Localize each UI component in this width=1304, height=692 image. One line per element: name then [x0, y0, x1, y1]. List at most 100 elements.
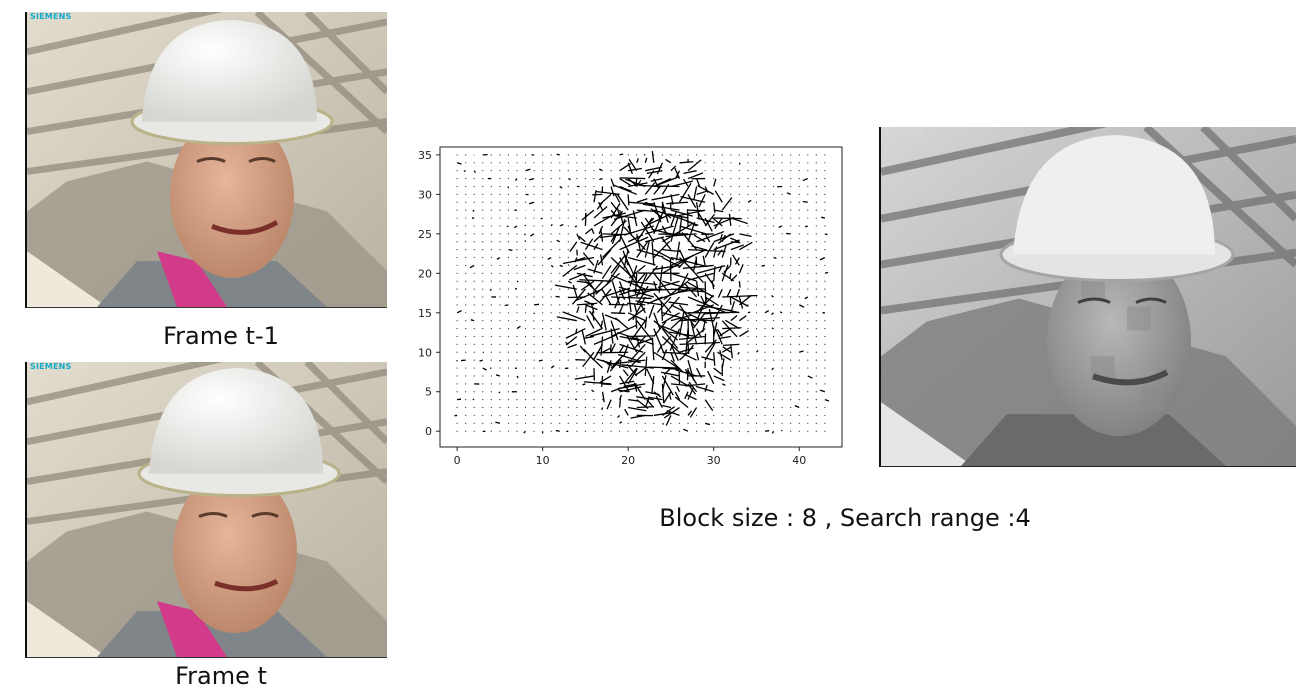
vector-dot [593, 154, 594, 155]
vector-dot [491, 415, 492, 416]
vector-dot [730, 202, 731, 203]
y-tick-label: 15 [418, 307, 432, 320]
vector-dot [824, 423, 825, 424]
motion-vector-svg: 0 10 20 30 40 0 5 10 15 20 25 30 35 [408, 140, 852, 470]
vector-dot [499, 289, 500, 290]
motion-vector [556, 296, 560, 297]
vector-dot [773, 217, 774, 218]
vector-dot [508, 241, 509, 242]
vector-dot [525, 360, 526, 361]
vector-dot [799, 186, 800, 187]
vector-dot [559, 312, 560, 313]
vector-dot [491, 352, 492, 353]
vector-dot [782, 281, 783, 282]
vector-dot [756, 225, 757, 226]
vector-dot [756, 162, 757, 163]
vector-dot [474, 352, 475, 353]
vector-dot [816, 399, 817, 400]
vector-dot [491, 233, 492, 234]
vector-dot [782, 304, 783, 305]
vector-dot [508, 273, 509, 274]
vector-dot [559, 178, 560, 179]
vector-dot [799, 328, 800, 329]
vector-dot [756, 202, 757, 203]
vector-dot [730, 178, 731, 179]
vector-dot [508, 312, 509, 313]
vector-dot [516, 344, 517, 345]
vector-dot [773, 170, 774, 171]
vector-dot [756, 423, 757, 424]
vector-dot [551, 375, 552, 376]
vector-dot [525, 399, 526, 400]
vector-dot [465, 257, 466, 258]
vector-dot [756, 257, 757, 258]
vector-dot [782, 170, 783, 171]
vector-dot [764, 344, 765, 345]
vector-dot [525, 352, 526, 353]
vector-dot [551, 162, 552, 163]
motion-vector [568, 265, 569, 266]
vector-dot [533, 249, 534, 250]
vector-dot [533, 375, 534, 376]
vector-dot [559, 281, 560, 282]
vector-dot [508, 281, 509, 282]
vector-dot [542, 281, 543, 282]
vector-dot [747, 375, 748, 376]
vector-dot [465, 423, 466, 424]
vector-dot [516, 312, 517, 313]
vector-dot [516, 202, 517, 203]
vector-dot [824, 162, 825, 163]
vector-dot [670, 431, 671, 432]
vector-dot [474, 194, 475, 195]
vector-dot [764, 225, 765, 226]
vector-dot [824, 202, 825, 203]
vector-dot [508, 375, 509, 376]
vector-dot [559, 162, 560, 163]
vector-dot [756, 154, 757, 155]
vector-dot [465, 336, 466, 337]
vector-dot [602, 423, 603, 424]
vector-dot [782, 328, 783, 329]
vector-dot [491, 257, 492, 258]
vector-dot [516, 320, 517, 321]
vector-dot [491, 281, 492, 282]
vector-dot [782, 423, 783, 424]
vector-dot [533, 217, 534, 218]
vector-dot [457, 296, 458, 297]
vector-dot [816, 407, 817, 408]
vector-dot [525, 320, 526, 321]
vector-dot [474, 360, 475, 361]
vector-dot [551, 233, 552, 234]
vector-dot [756, 281, 757, 282]
vector-dot [764, 154, 765, 155]
motion-vector [651, 186, 679, 187]
vector-dot [525, 202, 526, 203]
vector-dot [782, 202, 783, 203]
vector-dot [559, 257, 560, 258]
motion-vector [620, 154, 623, 155]
vector-dot [782, 344, 783, 345]
vector-dot [824, 194, 825, 195]
vector-dot [824, 265, 825, 266]
vector-dot [516, 265, 517, 266]
vector-dot [499, 296, 500, 297]
vector-dot [465, 304, 466, 305]
motion-vector [670, 258, 671, 281]
vector-dot [542, 170, 543, 171]
vector-dot [764, 186, 765, 187]
vector-dot [533, 289, 534, 290]
vector-dot [602, 399, 603, 400]
vector-dot [756, 431, 757, 432]
vector-dot [474, 249, 475, 250]
vector-dot [559, 367, 560, 368]
vector-dot [807, 194, 808, 195]
vector-dot [525, 423, 526, 424]
motion-vector [821, 217, 825, 218]
vector-dot [525, 407, 526, 408]
vector-dot [764, 162, 765, 163]
vector-dot [499, 281, 500, 282]
vector-dot [508, 296, 509, 297]
vector-dot [816, 170, 817, 171]
reconstructed-frame-image: SIEMENS [879, 127, 1296, 467]
vector-dot [525, 178, 526, 179]
